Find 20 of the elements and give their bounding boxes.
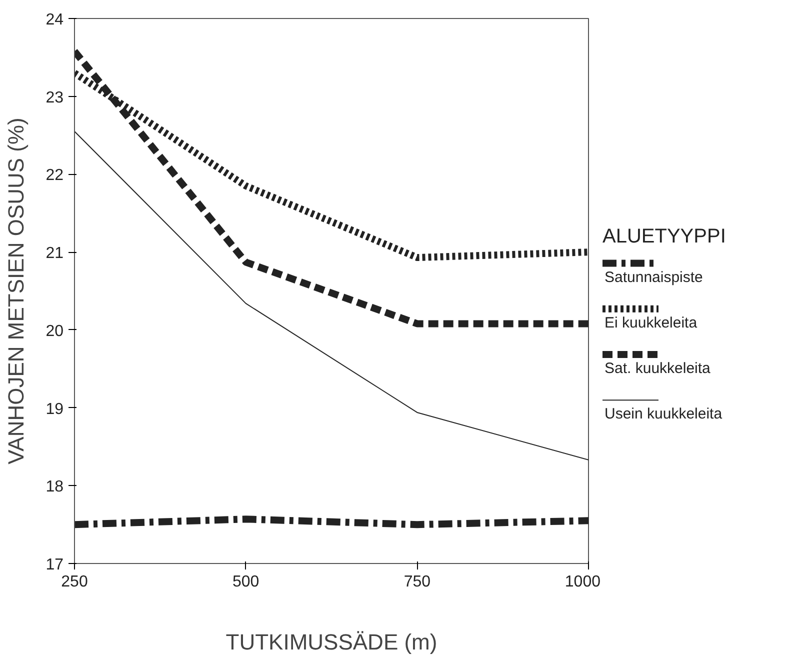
legend-label: Ei kuukkeleita [604, 314, 698, 332]
y-tick-label: 22 [46, 167, 64, 184]
line-series [74, 130, 588, 460]
y-tick-label: 18 [46, 478, 64, 496]
x-tick-label: 500 [232, 574, 260, 590]
y-tick-label: 21 [46, 245, 64, 262]
y-tick-label: 17 [46, 556, 64, 574]
y-tick-label: 19 [46, 400, 64, 418]
legend-label: Satunnaispiste [604, 268, 703, 286]
x-tick-label: 1000 [564, 574, 601, 590]
x-axis-title: TUTKIMUSSÄDE (m) [226, 630, 438, 654]
y-axis-title: VANHOJEN METSIEN OSUUS (%) [4, 118, 29, 464]
y-tick-label: 23 [46, 89, 64, 106]
legend-label: Usein kuukkeleita [604, 406, 723, 423]
y-tick-label: 24 [46, 12, 64, 28]
legend-label: Sat. kuukkeleita [604, 360, 712, 378]
x-tick-label: 750 [404, 574, 431, 590]
y-tick-label: 20 [46, 322, 64, 340]
legend-title: ALUETYYPPI [602, 226, 726, 248]
x-tick-label: 250 [61, 574, 88, 590]
